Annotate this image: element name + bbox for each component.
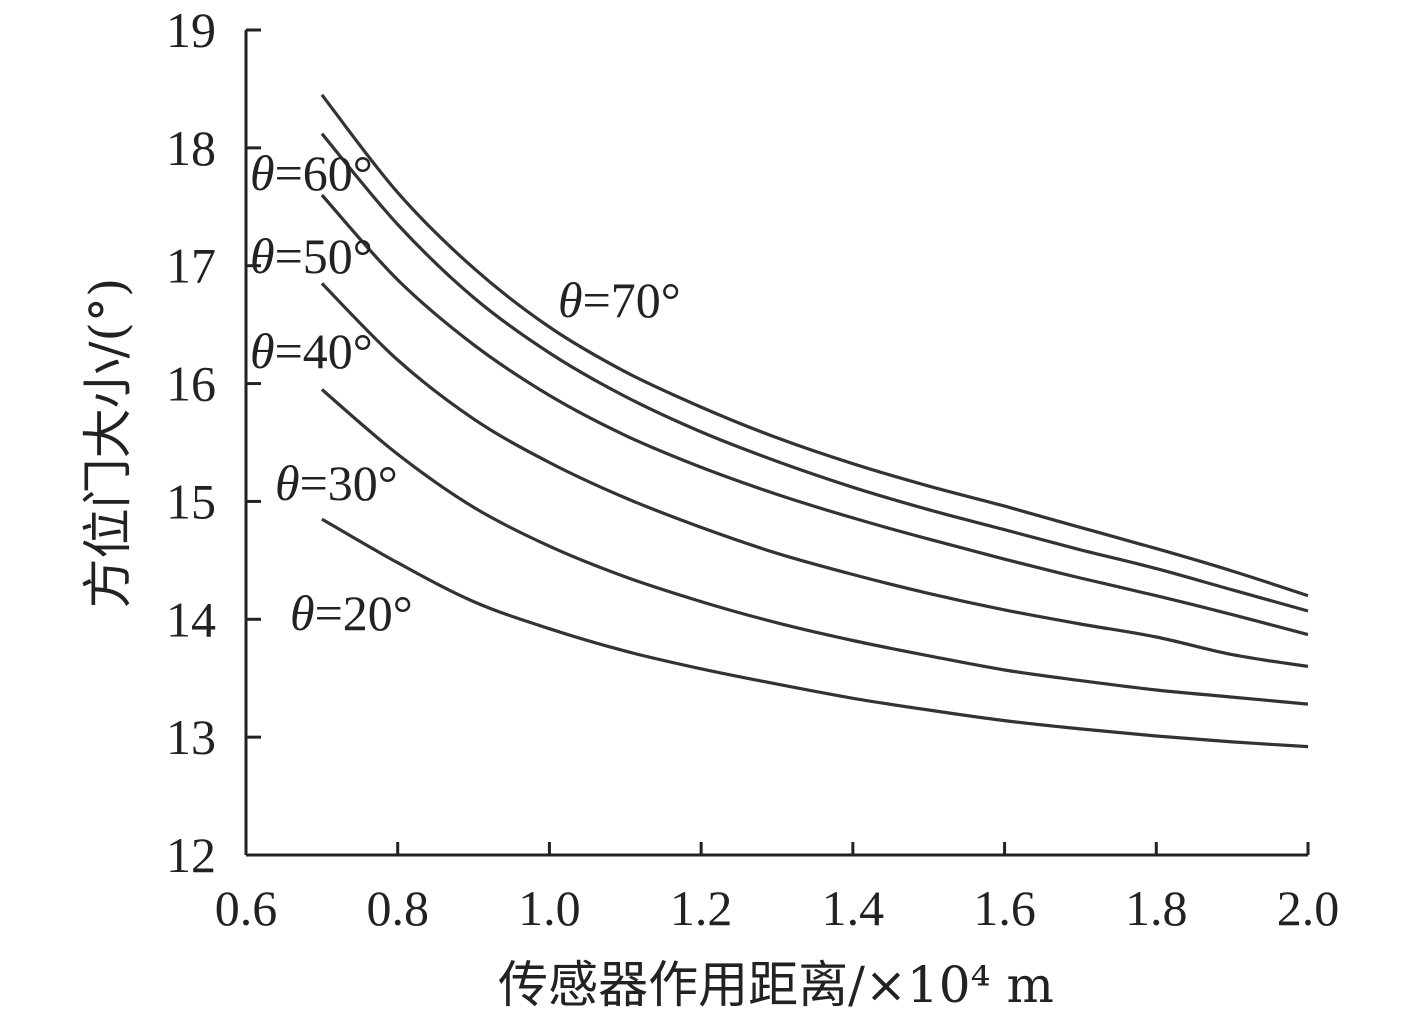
x-tick-label: 1.4 [822, 880, 885, 936]
series-label: θ=50° [250, 228, 373, 284]
series-line [320, 282, 1309, 668]
x-tick-label: 1.2 [670, 880, 733, 936]
x-axis-title: 传感器作用距离/×10⁴ m [498, 956, 1054, 1014]
series-label: θ=70° [558, 272, 681, 328]
x-tick-label: 0.6 [215, 880, 278, 936]
series-line [320, 93, 1309, 598]
x-axis-ticks: 0.6 0.8 1.0 1.2 1.4 1.6 1.8 2.0 [215, 842, 1340, 936]
x-tick-label: 1.8 [1125, 880, 1188, 936]
y-tick-label: 13 [166, 709, 216, 765]
y-tick-label: 16 [166, 356, 216, 412]
y-tick-label: 15 [166, 473, 216, 529]
series-line [320, 388, 1309, 706]
y-tick-label: 14 [166, 591, 216, 647]
x-tick-label: 0.8 [366, 880, 429, 936]
y-tick-label: 19 [166, 2, 216, 58]
series-lines [320, 93, 1309, 749]
series-label: θ=40° [250, 323, 373, 379]
series-label: θ=20° [290, 585, 413, 641]
series-label: θ=60° [250, 145, 373, 201]
series-label: θ=30° [275, 455, 398, 511]
y-axis-ticks: 12 13 14 15 16 17 18 19 [166, 2, 261, 883]
y-tick-label: 18 [166, 120, 216, 176]
y-axis-title: 方位门大小/(°) [79, 278, 137, 609]
series-line [321, 517, 1309, 749]
series-line [320, 193, 1309, 637]
x-tick-label: 2.0 [1277, 880, 1340, 936]
series-labels: θ=20° θ=30° θ=40° θ=50° θ=60° θ=70° [250, 145, 681, 641]
y-tick-label: 12 [166, 827, 216, 883]
series-line [320, 132, 1309, 613]
x-tick-label: 1.6 [973, 880, 1036, 936]
y-tick-label: 17 [166, 238, 216, 294]
x-tick-label: 1.0 [518, 880, 581, 936]
axes [244, 30, 1308, 857]
